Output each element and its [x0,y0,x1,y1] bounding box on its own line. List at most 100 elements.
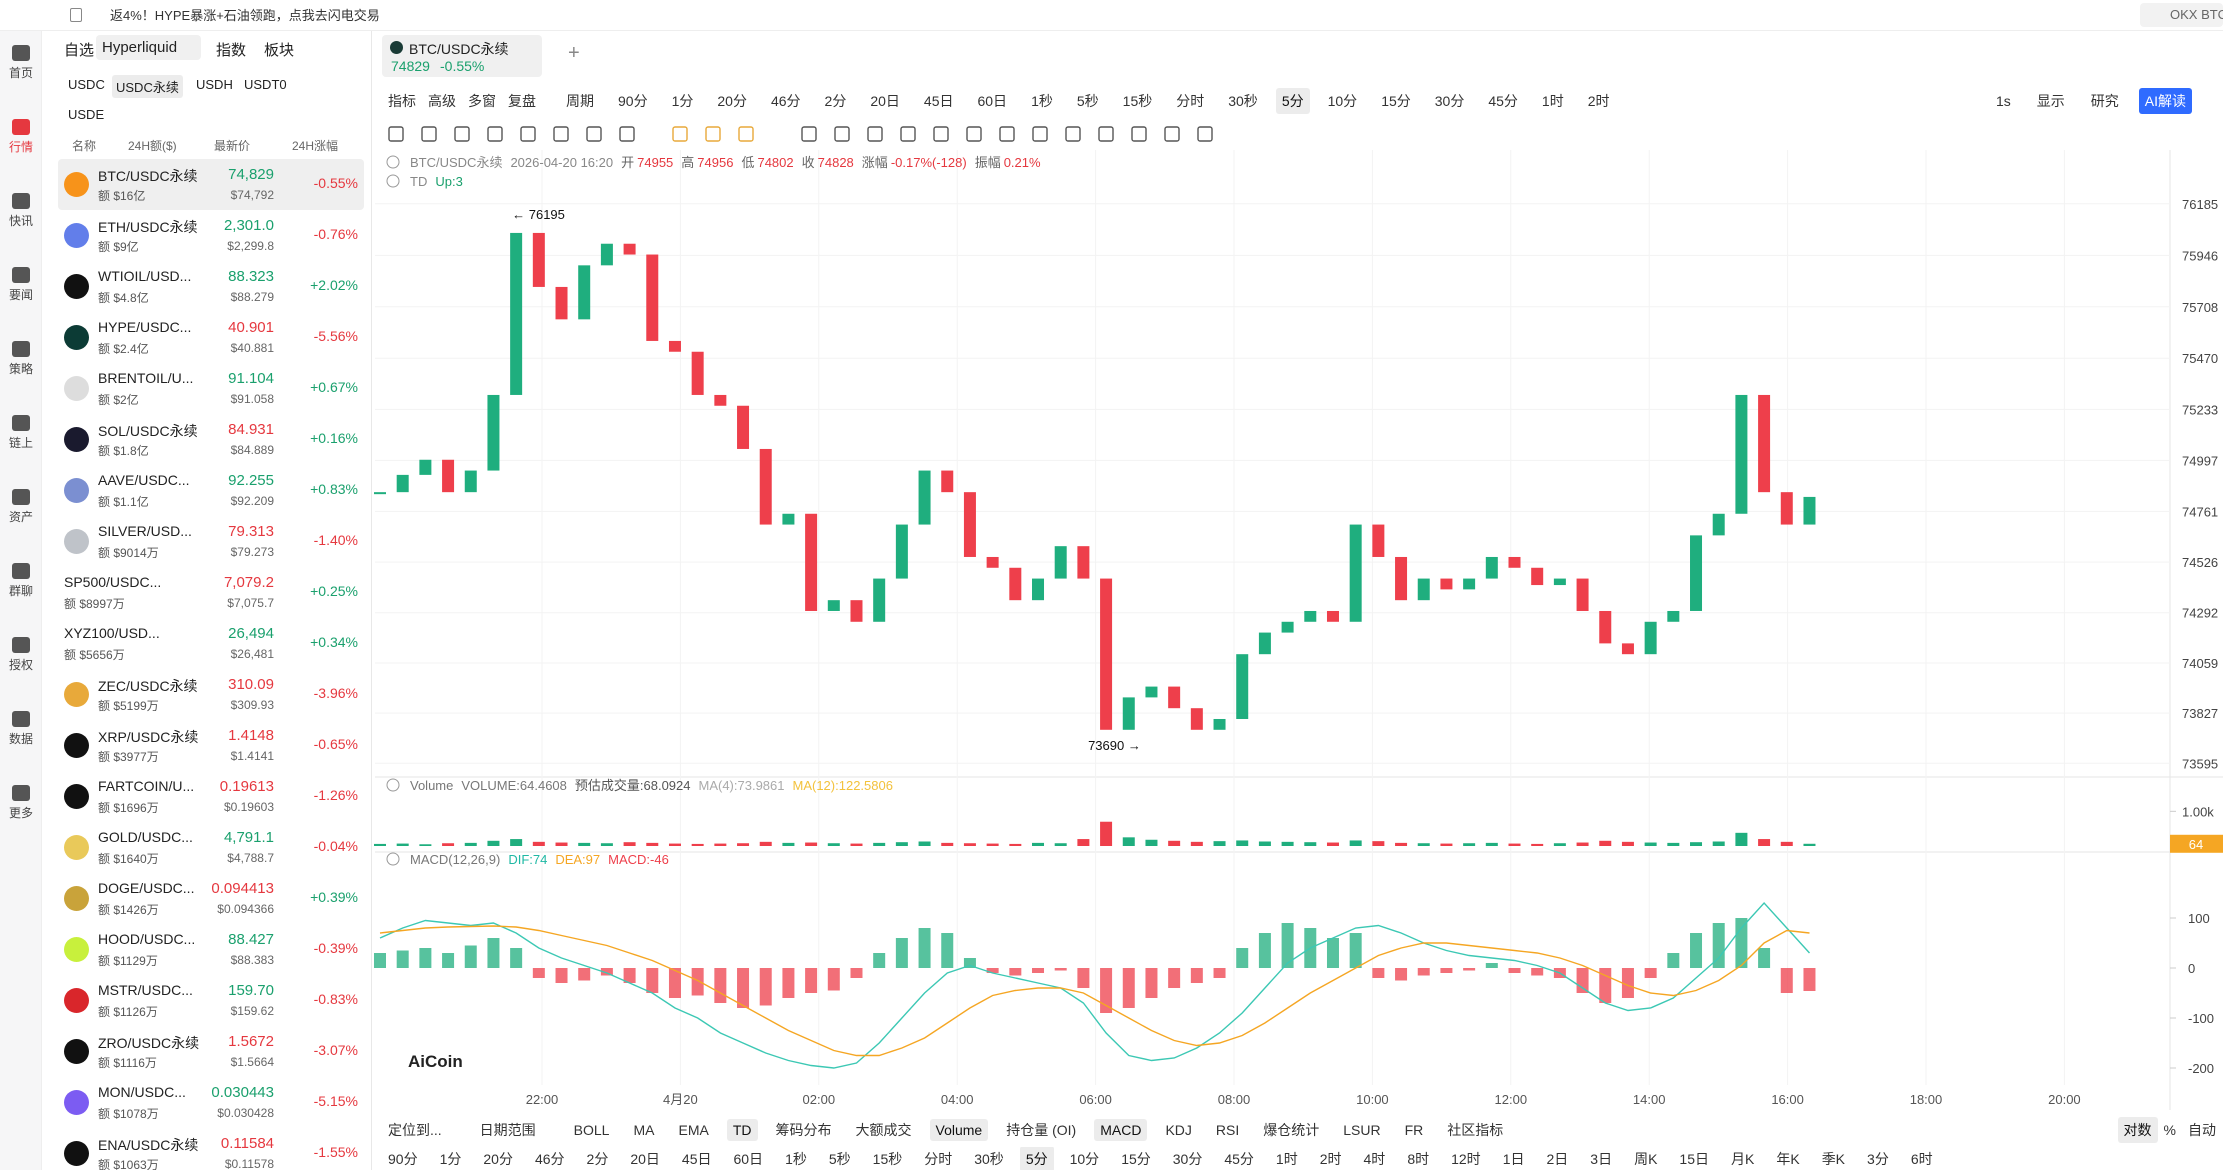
search-box[interactable]: OKX BTC [2140,3,2223,27]
interval-button[interactable]: 1秒 [785,1150,807,1167]
market-row[interactable]: XRP/USDC永续额 $3977万 1.4148 $1.4141 -0.65% [58,720,364,771]
add-tab[interactable]: + [568,42,580,64]
nav-item[interactable]: 首页 [0,45,42,81]
indicator-button[interactable]: FR [1404,1122,1424,1138]
column-header[interactable]: 最新价 [214,139,251,153]
interval-button[interactable]: 15秒 [1122,93,1153,109]
nav-item[interactable]: 策略 [0,341,42,377]
interval-button[interactable]: 1秒 [1031,93,1053,109]
interval-button[interactable]: 8时 [1407,1150,1430,1167]
indicator-button[interactable]: TD [726,1119,758,1141]
nav-item[interactable]: 更多 [0,785,42,821]
indicator-button[interactable]: 持仓量 (OI) [1006,1122,1077,1138]
market-row[interactable]: MON/USDC... 额 $1078万 0.030443 $0.030428 -5.1… [58,1077,364,1128]
nav-item[interactable]: 授权 [0,637,42,673]
interval-button[interactable]: 1时 [1275,1150,1298,1167]
market-row[interactable]: SOL/USDC永续额 $1.8亿 84.931 $84.889 +0.16% [58,414,364,465]
interval-button[interactable]: 1日 [1502,1150,1525,1167]
interval-button[interactable]: 2分 [824,93,847,109]
market-row[interactable]: BRENTOIL/U... 额 $2亿 91.104 $91.058 +0.67% [58,363,364,414]
ai-button[interactable]: AI解读 [2138,88,2192,114]
tool-button[interactable]: 高级 [428,93,456,109]
period-menu[interactable]: 周期 [566,93,594,109]
interval-button[interactable]: 90分 [388,1150,418,1167]
market-row[interactable]: DOGE/USDC... 额 $1426万 0.094413 $0.094366 +0.… [58,873,364,924]
interval-button[interactable]: 2时 [1319,1150,1342,1167]
interval-button[interactable]: 15秒 [872,1150,903,1167]
market-row[interactable]: ZRO/USDC永续额 $1116万 1.5672 $1.5664 -3.07% [58,1026,364,1077]
interval-button[interactable]: 60日 [977,93,1008,109]
indicator-button[interactable]: Volume [929,1119,989,1141]
axis-option[interactable]: 自动 [2188,1122,2216,1138]
interval-button[interactable]: 1分 [671,93,694,109]
nav-item[interactable]: 要闻 [0,267,42,303]
market-row[interactable]: SP500/USDC... 额 $8997万 7,079.2 $7,075.7 +0.2… [58,567,364,618]
market-subtab[interactable]: USDC [68,77,105,92]
interval-button[interactable]: 3日 [1590,1150,1613,1167]
column-header[interactable]: 24H额($) [128,139,177,153]
market-row[interactable]: SILVER/USD... 额 $9014万 79.313 $79.273 -1.40% [58,516,364,567]
indicator-button[interactable]: 爆仓统计 [1263,1122,1320,1138]
indicator-button[interactable]: MA [633,1122,655,1138]
tool-button[interactable]: 复盘 [508,93,536,109]
market-row[interactable]: ZEC/USDC永续额 $5199万 310.09 $309.93 -3.96% [58,669,364,720]
market-row[interactable]: AAVE/USDC... 额 $1.1亿 92.255 $92.209 +0.83% [58,465,364,516]
nav-item[interactable]: 数据 [0,711,42,747]
market-subtab[interactable]: USDT0 [244,77,287,92]
market-row[interactable]: HOOD/USDC... 额 $1129万 88.427 $88.383 -0.39% [58,924,364,975]
interval-button[interactable]: 30分 [1434,93,1465,109]
market-subtab[interactable]: USDH [196,77,233,92]
interval-button[interactable]: 45日 [923,93,954,109]
interval-button[interactable]: 1分 [439,1150,462,1167]
interval-button[interactable]: 1时 [1541,93,1564,109]
interval-button[interactable]: 5分 [1275,88,1310,114]
tool-button[interactable]: 显示 [2036,93,2065,109]
interval-button[interactable]: 月K [1731,1150,1755,1167]
interval-button[interactable]: 5分 [1019,1147,1054,1170]
market-row[interactable]: MSTR/USDC... 额 $1126万 159.70 $159.62 -0.83% [58,975,364,1026]
interval-button[interactable]: 15分 [1381,93,1411,109]
axis-option[interactable]: 对数 [2117,1117,2158,1143]
indicator-button[interactable]: EMA [678,1122,709,1138]
interval-button[interactable]: 6时 [1910,1150,1933,1167]
column-header[interactable]: 名称 [72,139,97,153]
interval-button[interactable]: 20日 [630,1150,660,1167]
interval-button[interactable]: 30分 [1172,1150,1203,1167]
interval-button[interactable]: 60日 [733,1150,764,1167]
nav-item[interactable]: 行情 [0,119,42,155]
interval-button[interactable]: 季K [1821,1150,1846,1167]
market-tab[interactable]: 板块 [264,42,295,59]
interval-button[interactable]: 10分 [1327,93,1358,109]
interval-button[interactable]: 3分 [1867,1150,1889,1167]
interval-button[interactable]: 5秒 [1076,93,1099,109]
interval-button[interactable]: 20日 [870,93,900,109]
interval-button[interactable]: 30秒 [1228,93,1258,109]
tool-button[interactable]: 1s [1995,93,2011,109]
interval-button[interactable]: 45分 [1488,93,1518,109]
indicator-button[interactable]: 社区指标 [1447,1122,1504,1138]
tool-button[interactable]: 指标 [388,93,416,109]
market-row[interactable]: HYPE/USDC... 额 $2.4亿 40.901 $40.881 -5.56% [58,312,364,363]
interval-button[interactable]: 分时 [1176,93,1205,109]
interval-button[interactable]: 46分 [770,93,801,109]
interval-button[interactable]: 2日 [1546,1150,1569,1167]
nav-item[interactable]: 快讯 [0,193,42,229]
interval-button[interactable]: 20分 [483,1150,513,1167]
interval-button[interactable]: 12时 [1451,1150,1481,1167]
interval-button[interactable]: 年K [1776,1150,1800,1167]
indicator-button[interactable]: 定位到... [388,1122,442,1138]
banner-text[interactable]: 返4%！HYPE暴涨+石油领跑，点我去闪电交易 [110,8,380,23]
market-row[interactable]: ENA/USDC永续额 $1063万 0.11584 $0.11578 -1.55% [58,1128,364,1170]
market-tab[interactable]: 自选 [64,42,95,59]
interval-button[interactable]: 5秒 [828,1150,851,1167]
market-subtab[interactable]: USDC永续 [112,75,183,98]
nav-item[interactable]: 群聊 [0,563,42,599]
indicator-button[interactable]: 大额成交 [855,1122,912,1138]
interval-button[interactable]: 20分 [717,93,747,109]
chart-tab[interactable]: BTC/USDC永续 74829 -0.55% [382,35,542,77]
interval-button[interactable]: 10分 [1069,1150,1100,1167]
interval-button[interactable]: 46分 [534,1150,565,1167]
interval-button[interactable]: 分时 [924,1150,953,1167]
indicator-button[interactable]: MACD [1094,1119,1148,1141]
nav-item[interactable]: 资产 [0,489,42,525]
